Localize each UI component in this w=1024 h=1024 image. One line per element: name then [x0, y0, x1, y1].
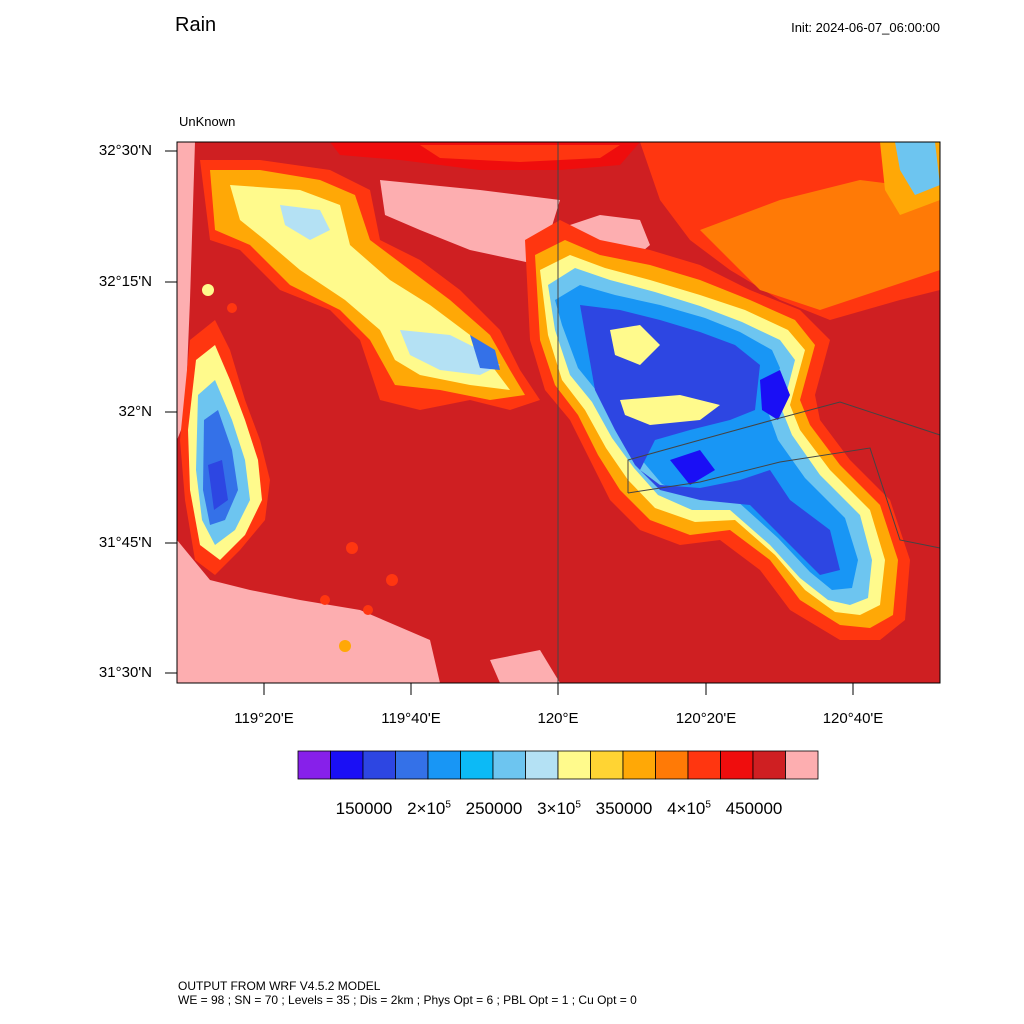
colorbar: [297, 750, 819, 780]
east-core-deep-1: [760, 370, 790, 420]
colorbar-swatch: [752, 750, 786, 780]
colorbar-swatch: [687, 750, 721, 780]
lat-label: 31°45'N: [98, 534, 152, 551]
colorbar-swatch: [330, 750, 364, 780]
colorbar-swatch: [395, 750, 429, 780]
west-blob-core: [208, 460, 228, 510]
north-strip-inner: [420, 145, 620, 162]
colorbar-swatch: [297, 750, 331, 780]
boundary-line-east-lower: [627, 447, 941, 549]
colorbar-swatch: [557, 750, 591, 780]
colorbar-swatch: [590, 750, 624, 780]
lon-label: 120°40'E: [822, 710, 884, 727]
colorbar-tick-label: 3×105: [537, 799, 581, 818]
nw-patch-blue: [470, 335, 500, 370]
west-patch-1: [202, 284, 214, 296]
south-patch-1: [346, 542, 358, 554]
east-gap-yellow-1: [610, 325, 660, 365]
lon-label: 120°E: [537, 710, 579, 727]
colorbar-tick-label: 4×105: [667, 799, 711, 818]
east-gap-yellow-2: [620, 395, 720, 425]
colorbar-swatch: [492, 750, 526, 780]
south-patch-3: [363, 605, 373, 615]
rain-field: [177, 142, 940, 683]
south-patch-4: [320, 595, 330, 605]
ne-corner-blue: [895, 142, 940, 195]
colorbar-tick-label: 250000: [465, 799, 523, 818]
east-core-deep-2: [670, 450, 715, 485]
axis-ticks: [165, 150, 854, 695]
lon-label: 120°20'E: [675, 710, 737, 727]
ne-band-orange: [700, 180, 940, 310]
colorbar-swatch: [460, 750, 494, 780]
colorbar-labels: 150000 2×105 250000 3×105 350000 4×105 450000: [0, 799, 1024, 823]
colorbar-swatch: [622, 750, 656, 780]
nw-patch-paleblue-2: [400, 330, 500, 375]
south-patch-2: [339, 640, 351, 652]
lat-label: 32°N: [118, 403, 152, 420]
pink-region-south: [490, 650, 560, 683]
colorbar-swatch: [655, 750, 689, 780]
pink-region-north: [380, 180, 560, 265]
colorbar-swatch: [525, 750, 559, 780]
nw-patch-paleblue-1: [280, 205, 330, 240]
lat-label: 31°30'N: [98, 664, 152, 681]
colorbar-swatch: [427, 750, 461, 780]
colorbar-swatch: [362, 750, 396, 780]
boundary-line-east-upper: [627, 401, 941, 493]
colorbar-tick-label: 350000: [595, 799, 653, 818]
lat-label: 32°30'N: [98, 142, 152, 159]
lon-label: 119°20'E: [234, 710, 294, 727]
model-info-line1: OUTPUT FROM WRF V4.5.2 MODEL: [178, 979, 381, 993]
field-units-label: UnKnown: [179, 114, 236, 129]
lat-label: 32°15'N: [98, 273, 152, 290]
colorbar-tick-label: 150000: [335, 799, 393, 818]
plot-title: Rain: [175, 14, 217, 36]
model-info-line2: WE = 98 ; SN = 70 ; Levels = 35 ; Dis = …: [178, 993, 637, 1007]
colorbar-swatch: [785, 750, 819, 780]
colorbar-tick-label: 450000: [725, 799, 783, 818]
lon-label: 119°40'E: [381, 710, 441, 727]
colorbar-tick-label: 2×105: [407, 799, 451, 818]
south-patch-5: [386, 574, 398, 586]
pink-region-sw: [177, 540, 440, 683]
boundary-lines: [557, 142, 941, 683]
init-time: Init: 2024-06-07_06:00:00: [791, 20, 940, 35]
east-band-royal: [580, 305, 840, 575]
west-patch-2: [227, 303, 237, 313]
pink-region-west-edge: [177, 142, 195, 440]
colorbar-swatch: [720, 750, 754, 780]
